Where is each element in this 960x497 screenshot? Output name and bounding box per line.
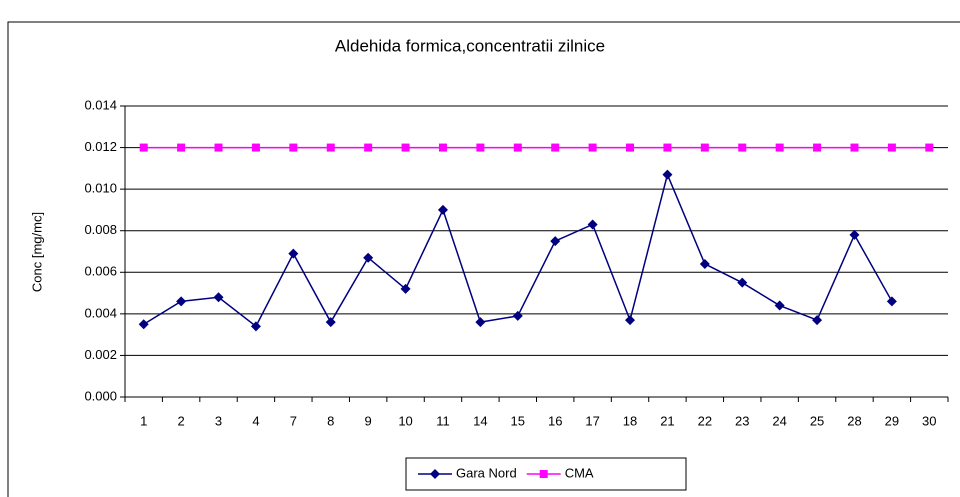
x-tick-label: 24 [772, 413, 786, 428]
y-axis-label: Conc [mg/mc] [29, 212, 44, 292]
marker [476, 143, 485, 152]
marker [588, 143, 597, 152]
marker [699, 258, 710, 269]
x-tick-label: 2 [177, 413, 184, 428]
marker [587, 219, 598, 230]
marker [364, 143, 373, 152]
chart-title: Aldehida formica,concentratii zilnice [335, 36, 605, 55]
marker [250, 321, 261, 332]
marker [849, 229, 860, 240]
marker [139, 143, 148, 152]
x-tick-label: 23 [735, 413, 749, 428]
marker [430, 469, 440, 479]
x-tick-label: 16 [548, 413, 562, 428]
x-tick-label: 8 [327, 413, 334, 428]
marker [539, 470, 548, 478]
x-tick-label: 1 [140, 413, 147, 428]
x-tick-label: 29 [885, 413, 899, 428]
x-tick-label: 28 [847, 413, 861, 428]
marker [437, 204, 448, 215]
marker [774, 300, 785, 311]
marker [138, 319, 149, 330]
marker [438, 143, 447, 152]
y-tick-label: 0.010 [84, 181, 117, 196]
marker [737, 277, 748, 288]
marker [214, 143, 223, 152]
marker [738, 143, 747, 152]
x-tick-label: 21 [660, 413, 674, 428]
marker [289, 143, 298, 152]
x-tick-label: 14 [473, 413, 487, 428]
x-tick-label: 25 [810, 413, 824, 428]
legend-label: Gara Nord [456, 465, 517, 480]
y-tick-label: 0.008 [84, 222, 117, 237]
marker [812, 315, 823, 326]
marker [700, 143, 709, 152]
marker [213, 292, 224, 303]
x-tick-label: 15 [511, 413, 525, 428]
x-tick-label: 10 [398, 413, 412, 428]
marker [625, 315, 636, 326]
marker [401, 143, 410, 152]
marker [662, 169, 673, 180]
marker [513, 143, 522, 152]
marker [886, 296, 897, 307]
x-tick-label: 17 [585, 413, 599, 428]
plot-area [125, 106, 948, 397]
y-tick-label: 0.002 [84, 347, 117, 362]
marker [251, 143, 260, 152]
y-tick-label: 0.000 [84, 388, 117, 403]
marker [813, 143, 822, 152]
marker [176, 296, 187, 307]
marker [475, 317, 486, 328]
x-tick-label: 11 [436, 413, 450, 428]
marker [551, 143, 560, 152]
marker [512, 310, 523, 321]
marker [925, 143, 934, 152]
y-tick-label: 0.012 [84, 139, 117, 154]
x-tick-label: 18 [623, 413, 637, 428]
marker [626, 143, 635, 152]
marker [325, 317, 336, 328]
marker [850, 143, 859, 152]
y-tick-label: 0.014 [84, 97, 117, 112]
marker [550, 236, 561, 247]
x-tick-label: 3 [215, 413, 222, 428]
marker [288, 248, 299, 259]
legend-label: CMA [565, 465, 594, 480]
x-tick-label: 30 [922, 413, 936, 428]
x-tick-label: 4 [252, 413, 259, 428]
marker [775, 143, 784, 152]
marker [326, 143, 335, 152]
marker [663, 143, 672, 152]
marker [400, 283, 411, 294]
y-tick-label: 0.006 [84, 264, 117, 279]
marker [177, 143, 186, 152]
x-tick-label: 22 [698, 413, 712, 428]
marker [887, 143, 896, 152]
x-tick-label: 9 [365, 413, 372, 428]
y-tick-label: 0.004 [84, 305, 117, 320]
marker [363, 252, 374, 263]
x-tick-label: 7 [290, 413, 297, 428]
